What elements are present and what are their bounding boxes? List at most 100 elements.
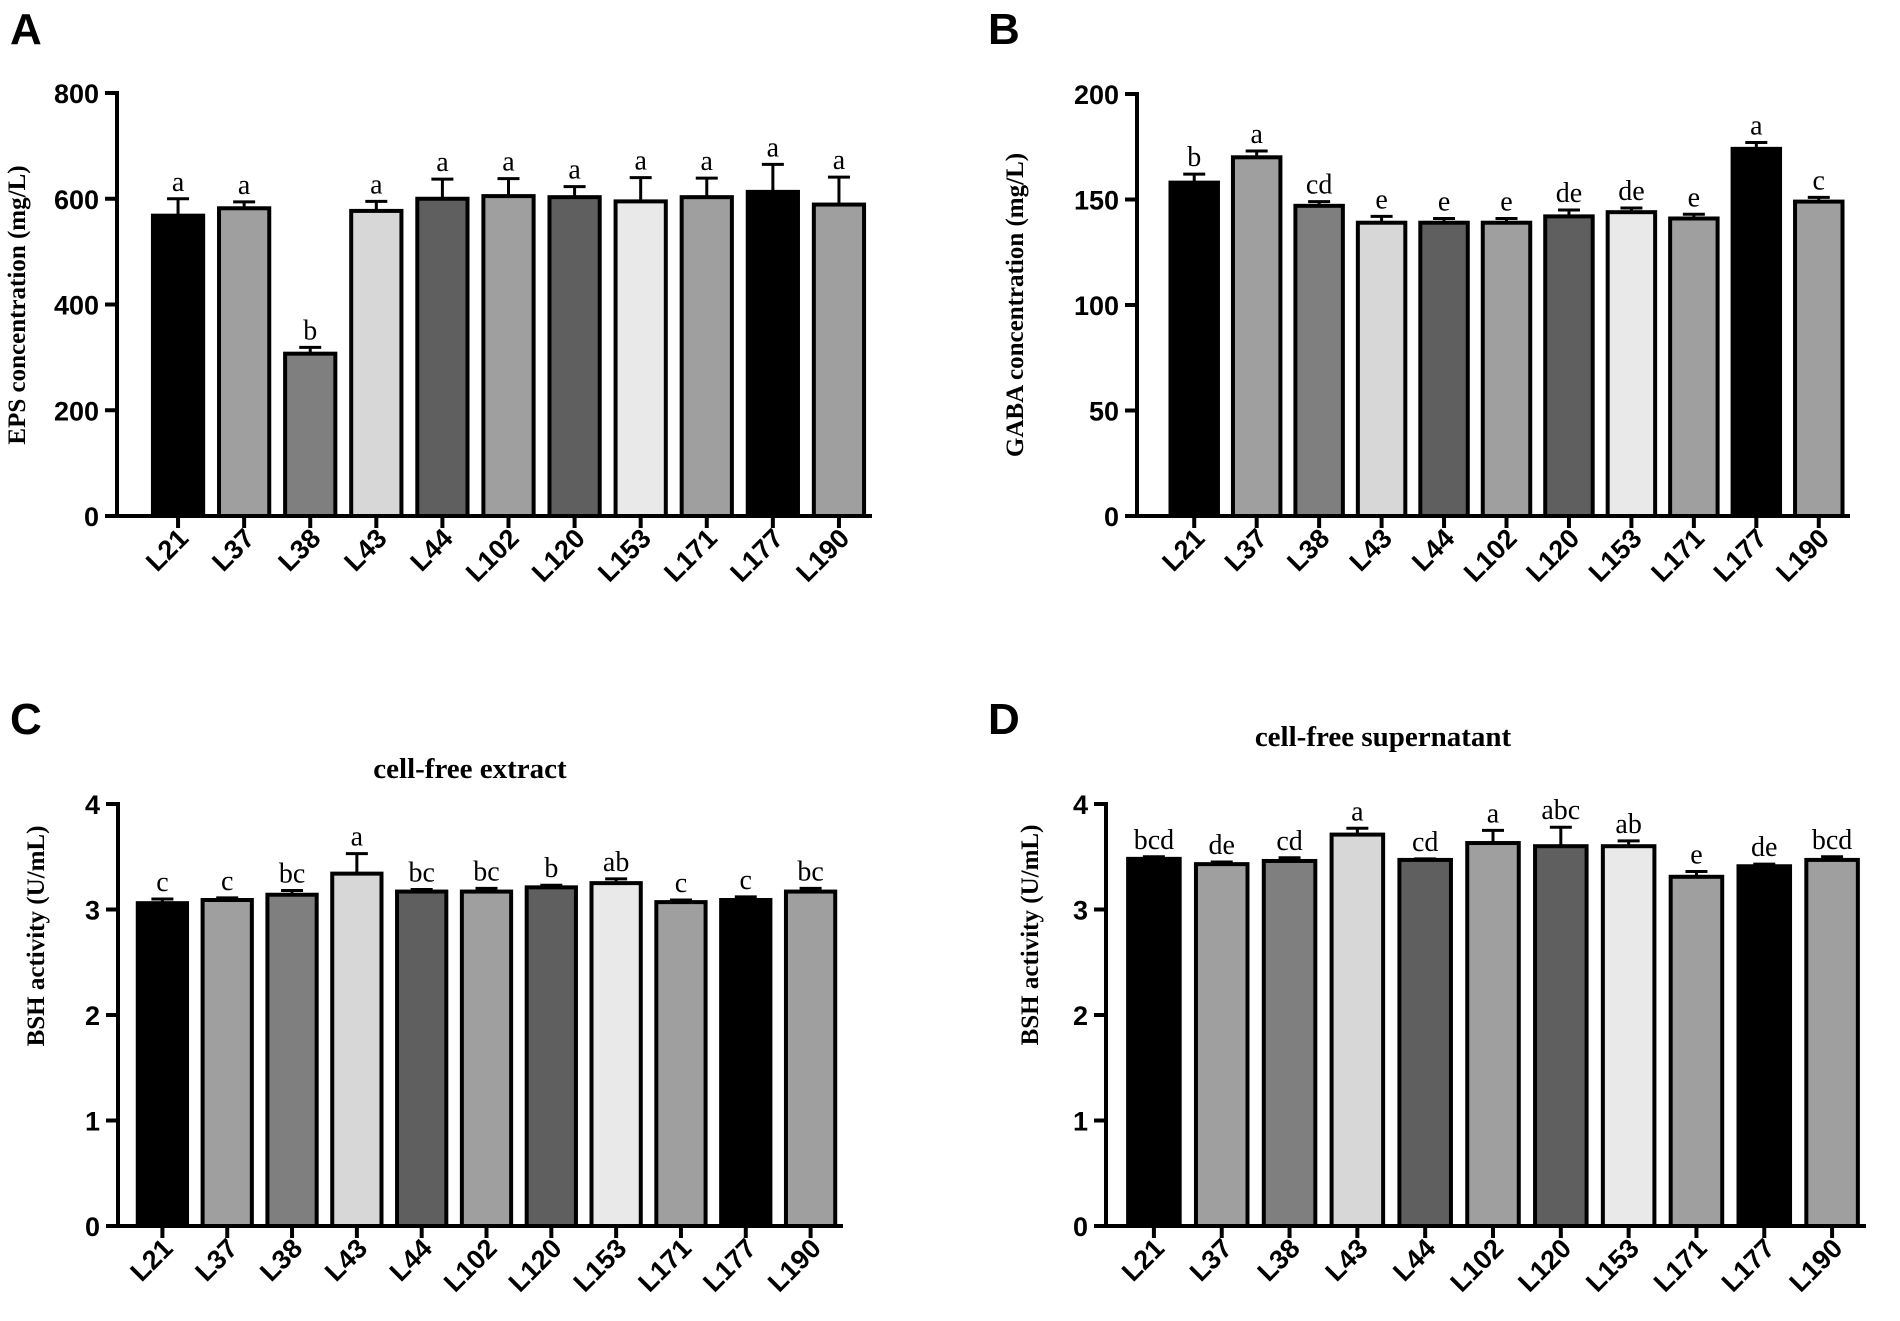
panel-letter-c: C	[10, 695, 42, 744]
y-tick-label: 200	[54, 396, 99, 426]
bar	[1465, 841, 1521, 1228]
plot-area: 0 1 2 3 4 bcd L21 de L37 cd L38 a L43 cd L44 a L102 abc L1…	[1073, 790, 1866, 1298]
x-tick-label: L21	[125, 1233, 179, 1287]
panel-letter-a: A	[10, 5, 42, 54]
x-tick-label: L153	[1583, 523, 1648, 588]
x-tick-label: L37	[1184, 1233, 1238, 1287]
significance-letter: c	[675, 868, 687, 899]
significance-letter: bc	[473, 856, 499, 887]
bar	[1600, 844, 1657, 1228]
significance-letter: ab	[603, 847, 629, 878]
x-tick-label: L21	[1156, 523, 1210, 577]
bar	[1168, 180, 1220, 518]
y-tick-label: 400	[54, 291, 99, 321]
bar	[135, 901, 190, 1228]
x-tick-label: L171	[632, 1233, 697, 1298]
bar	[811, 202, 867, 518]
plot-area: 0 50 100 150 200 b L21 a L37 cd L38 e L43 e L44 e L102 de…	[1074, 80, 1850, 588]
x-tick-label: L38	[1252, 1233, 1306, 1287]
significance-letter: b	[1187, 142, 1201, 173]
y-tick-label: 4	[1073, 790, 1088, 820]
bar	[1355, 220, 1408, 519]
bar	[547, 195, 602, 518]
bar	[415, 196, 470, 518]
x-tick-label: L177	[1716, 1233, 1781, 1298]
y-axis-label: GABA concentration (mg/L)	[1002, 153, 1029, 457]
y-tick-label: 0	[1073, 1212, 1088, 1242]
x-tick-label: L171	[1648, 1233, 1713, 1298]
significance-letter: e	[1690, 840, 1702, 871]
x-tick-label: L21	[140, 523, 194, 577]
x-tick-label: L44	[1406, 523, 1460, 577]
significance-letter: e	[1688, 182, 1700, 213]
x-tick-label: L44	[1387, 1233, 1441, 1287]
significance-letter: a	[767, 132, 780, 163]
x-tick-label: L102	[1458, 523, 1523, 588]
y-axis-label: BSH activity (U/mL)	[1017, 825, 1044, 1046]
bar	[1418, 220, 1470, 519]
bar	[1793, 199, 1845, 519]
y-tick-label: 200	[1074, 80, 1119, 110]
panel-a: A EPS concentration (mg/L) 0 200 400 600 800…	[4, 5, 872, 588]
y-tick-label: 0	[84, 502, 99, 532]
y-axis-label: BSH activity (U/mL)	[23, 826, 50, 1047]
y-tick-label: 3	[85, 896, 100, 926]
significance-letter: ab	[1615, 809, 1641, 840]
significance-letter: a	[1750, 111, 1763, 142]
bar	[200, 898, 254, 1228]
x-tick-label: L102	[1445, 1233, 1510, 1298]
x-tick-label: L190	[762, 1233, 827, 1298]
panel-c: C cell-free extract BSH activity (U/mL) …	[10, 695, 843, 1298]
significance-letter: de	[1751, 832, 1777, 863]
significance-letter: bcd	[1812, 825, 1852, 856]
significance-letter: a	[634, 146, 647, 177]
significance-letter: bcd	[1134, 825, 1174, 856]
x-tick-label: L38	[254, 1233, 308, 1287]
x-tick-label: L43	[1319, 1233, 1373, 1287]
bar	[459, 889, 514, 1228]
bar	[1543, 214, 1595, 518]
significance-letter: c	[221, 866, 233, 897]
bar	[719, 898, 773, 1228]
significance-letter: a	[351, 822, 364, 853]
significance-letter: e	[1500, 186, 1512, 217]
bar	[1480, 220, 1533, 519]
y-tick-label: 800	[54, 79, 99, 109]
x-tick-label: L177	[724, 523, 789, 588]
chart-title: cell-free extract	[373, 753, 567, 785]
x-tick-label: L153	[1580, 1233, 1645, 1298]
x-tick-label: L43	[319, 1233, 373, 1287]
y-axis-label: EPS concentration (mg/L)	[4, 165, 31, 444]
significance-letter: bc	[408, 857, 434, 888]
significance-letter: cd	[1412, 827, 1438, 858]
x-tick-label: L38	[272, 523, 326, 577]
x-tick-label: L120	[1512, 1233, 1577, 1298]
x-tick-label: L21	[1116, 1233, 1170, 1287]
x-tick-label: L177	[1708, 523, 1773, 588]
y-tick-label: 0	[1104, 502, 1119, 532]
bar	[150, 213, 206, 518]
significance-letter: e	[1375, 184, 1387, 215]
significance-letter: bc	[797, 856, 823, 887]
y-tick-label: 2	[1073, 1001, 1088, 1031]
significance-letter: c	[1813, 165, 1825, 196]
y-tick-label: 3	[1073, 896, 1088, 926]
plot-area: 0 1 2 3 4 c L21 c L37 bc L38 a L43 bc L44 bc L102 b L120 ab…	[85, 790, 843, 1298]
bar	[1329, 832, 1386, 1228]
significance-letter: a	[370, 169, 383, 200]
y-tick-label: 50	[1089, 397, 1119, 427]
bar	[481, 194, 536, 518]
bar	[1261, 858, 1318, 1228]
bar	[679, 195, 734, 518]
significance-letter: c	[156, 867, 168, 898]
x-tick-label: L171	[658, 523, 723, 588]
significance-letter: a	[502, 147, 515, 178]
bar	[1804, 857, 1860, 1228]
significance-letter: cd	[1306, 170, 1332, 201]
panel-b: B GABA concentration (mg/L) 0 50 100 150 200…	[988, 5, 1850, 588]
y-tick-label: 1	[1073, 1107, 1088, 1137]
significance-letter: de	[1556, 178, 1582, 209]
x-tick-label: L120	[526, 523, 591, 588]
x-tick-label: L37	[1219, 523, 1273, 577]
